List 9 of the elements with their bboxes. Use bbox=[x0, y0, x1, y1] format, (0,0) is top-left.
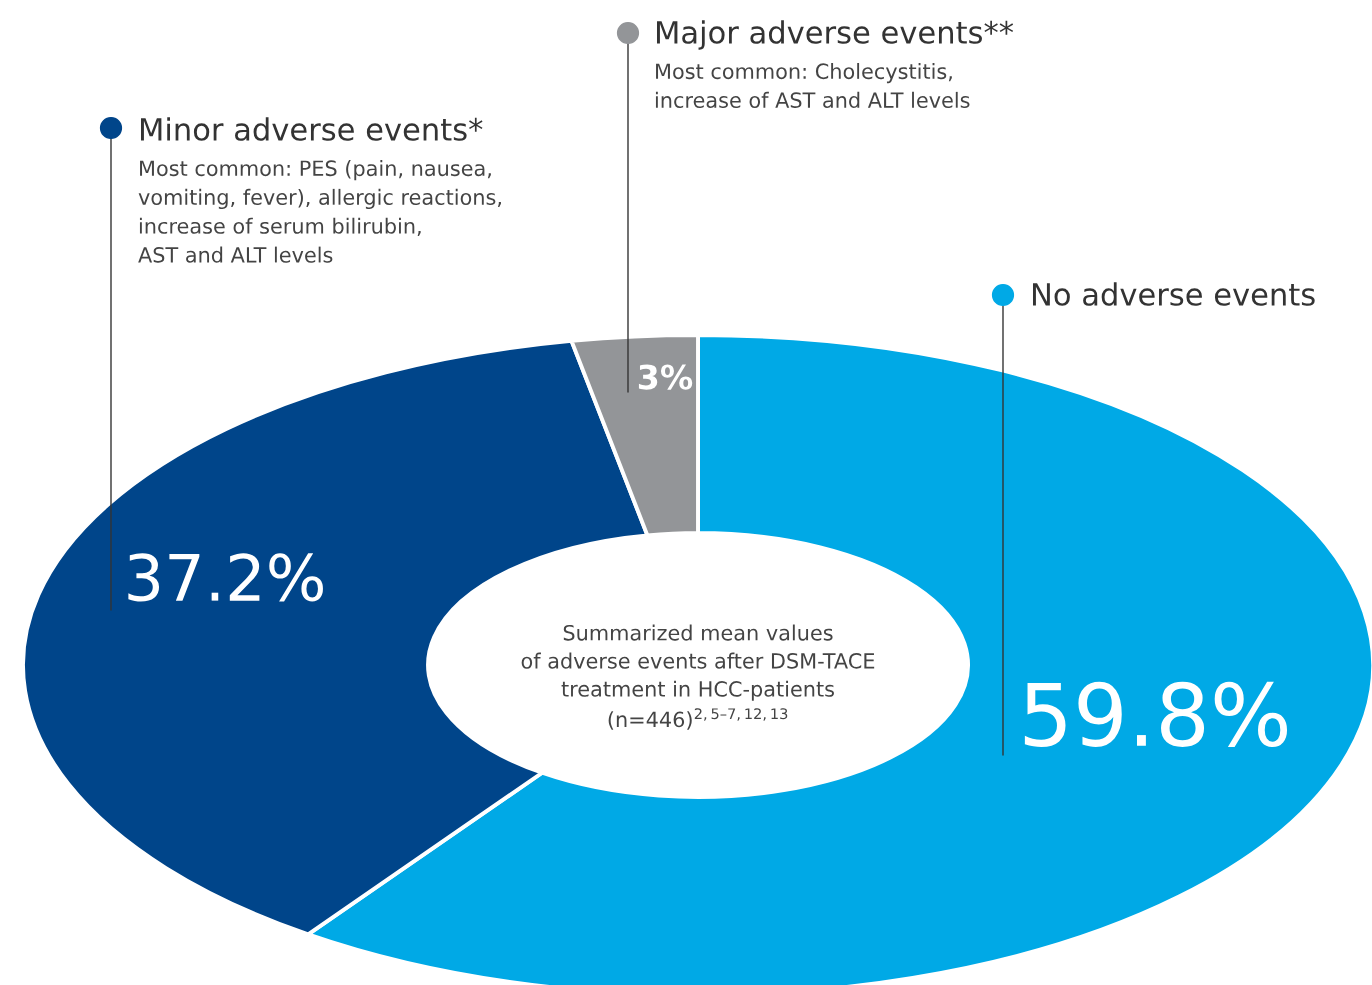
legend-label: No adverse events bbox=[1033, 282, 1315, 306]
data-label: 3% bbox=[638, 364, 693, 390]
legend-label: Major adverse events** bbox=[657, 20, 1014, 50]
data-label: 37.2% bbox=[128, 553, 323, 602]
legend-label: Minor adverse events* bbox=[141, 117, 483, 141]
text: Summarized mean values of adverse events after DSM-TACE treatment in HCC-patients (n=446)$^{2,5–7,12,13}$ bbox=[521, 624, 875, 730]
data-label: 59.8% bbox=[1024, 681, 1288, 747]
text: Most common: PES (pain, nausea, vomiting, fever), allergic reactions, increase of serum bilirubin, AST and ALT levels bbox=[138, 160, 501, 263]
text: Most common: Cholecystitis, increase of AST and ALT levels bbox=[655, 63, 970, 108]
